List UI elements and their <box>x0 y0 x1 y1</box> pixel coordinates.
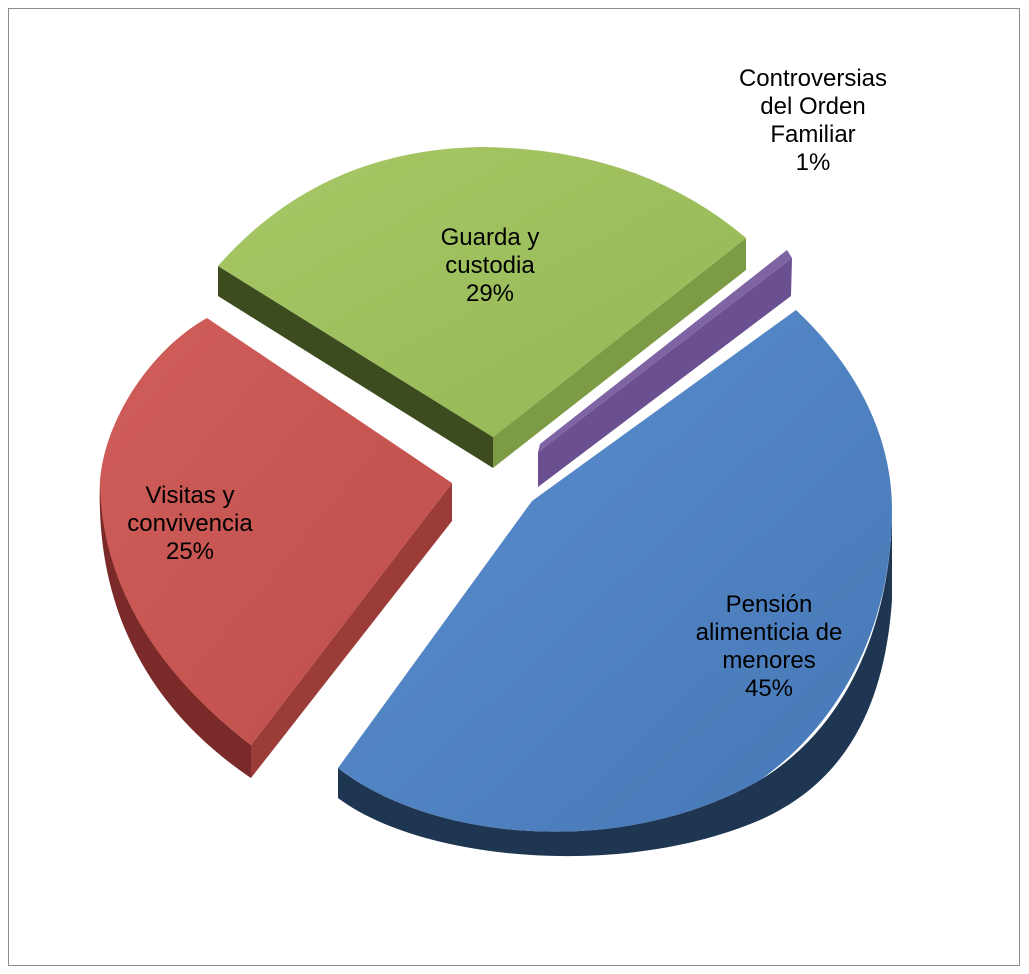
slice-percent-label: 29% <box>466 280 514 307</box>
slice-visitas-y-convivencia <box>99 318 452 778</box>
slice-guarda-y-custodia <box>218 147 746 468</box>
slice-guarda-side-right <box>493 238 746 468</box>
slice-percent-label: 1% <box>796 149 831 176</box>
slice-category-label: Visitas y <box>146 482 235 509</box>
slice-category-label: Pensión <box>726 591 813 618</box>
slice-guarda-side <box>218 266 493 468</box>
slice-controversias-side <box>538 258 792 487</box>
slice-guarda-top <box>218 147 746 437</box>
slice-percent-label: 25% <box>166 538 214 565</box>
slice-category-label: menores <box>722 647 815 674</box>
slice-controversias <box>538 250 792 487</box>
slice-visitas-side-outer <box>99 480 251 778</box>
slice-visitas-side-inner <box>251 483 452 778</box>
slice-category-label: convivencia <box>127 510 253 537</box>
slice-visitas-top <box>100 318 452 745</box>
slice-category-label: alimenticia de <box>696 619 843 646</box>
slice-category-label: Guarda y <box>441 224 540 251</box>
slice-category-label: custodia <box>445 252 535 279</box>
slice-category-label: del Orden <box>760 93 865 120</box>
slice-pension-top <box>338 310 892 832</box>
slice-percent-label: 45% <box>745 675 793 702</box>
slice-category-label: Familiar <box>770 121 855 148</box>
slice-pension-side <box>338 510 892 857</box>
slice-category-label: Controversias <box>739 65 887 92</box>
slice-controversias-top <box>538 250 792 452</box>
slice-pension-alimenticia <box>338 310 892 857</box>
